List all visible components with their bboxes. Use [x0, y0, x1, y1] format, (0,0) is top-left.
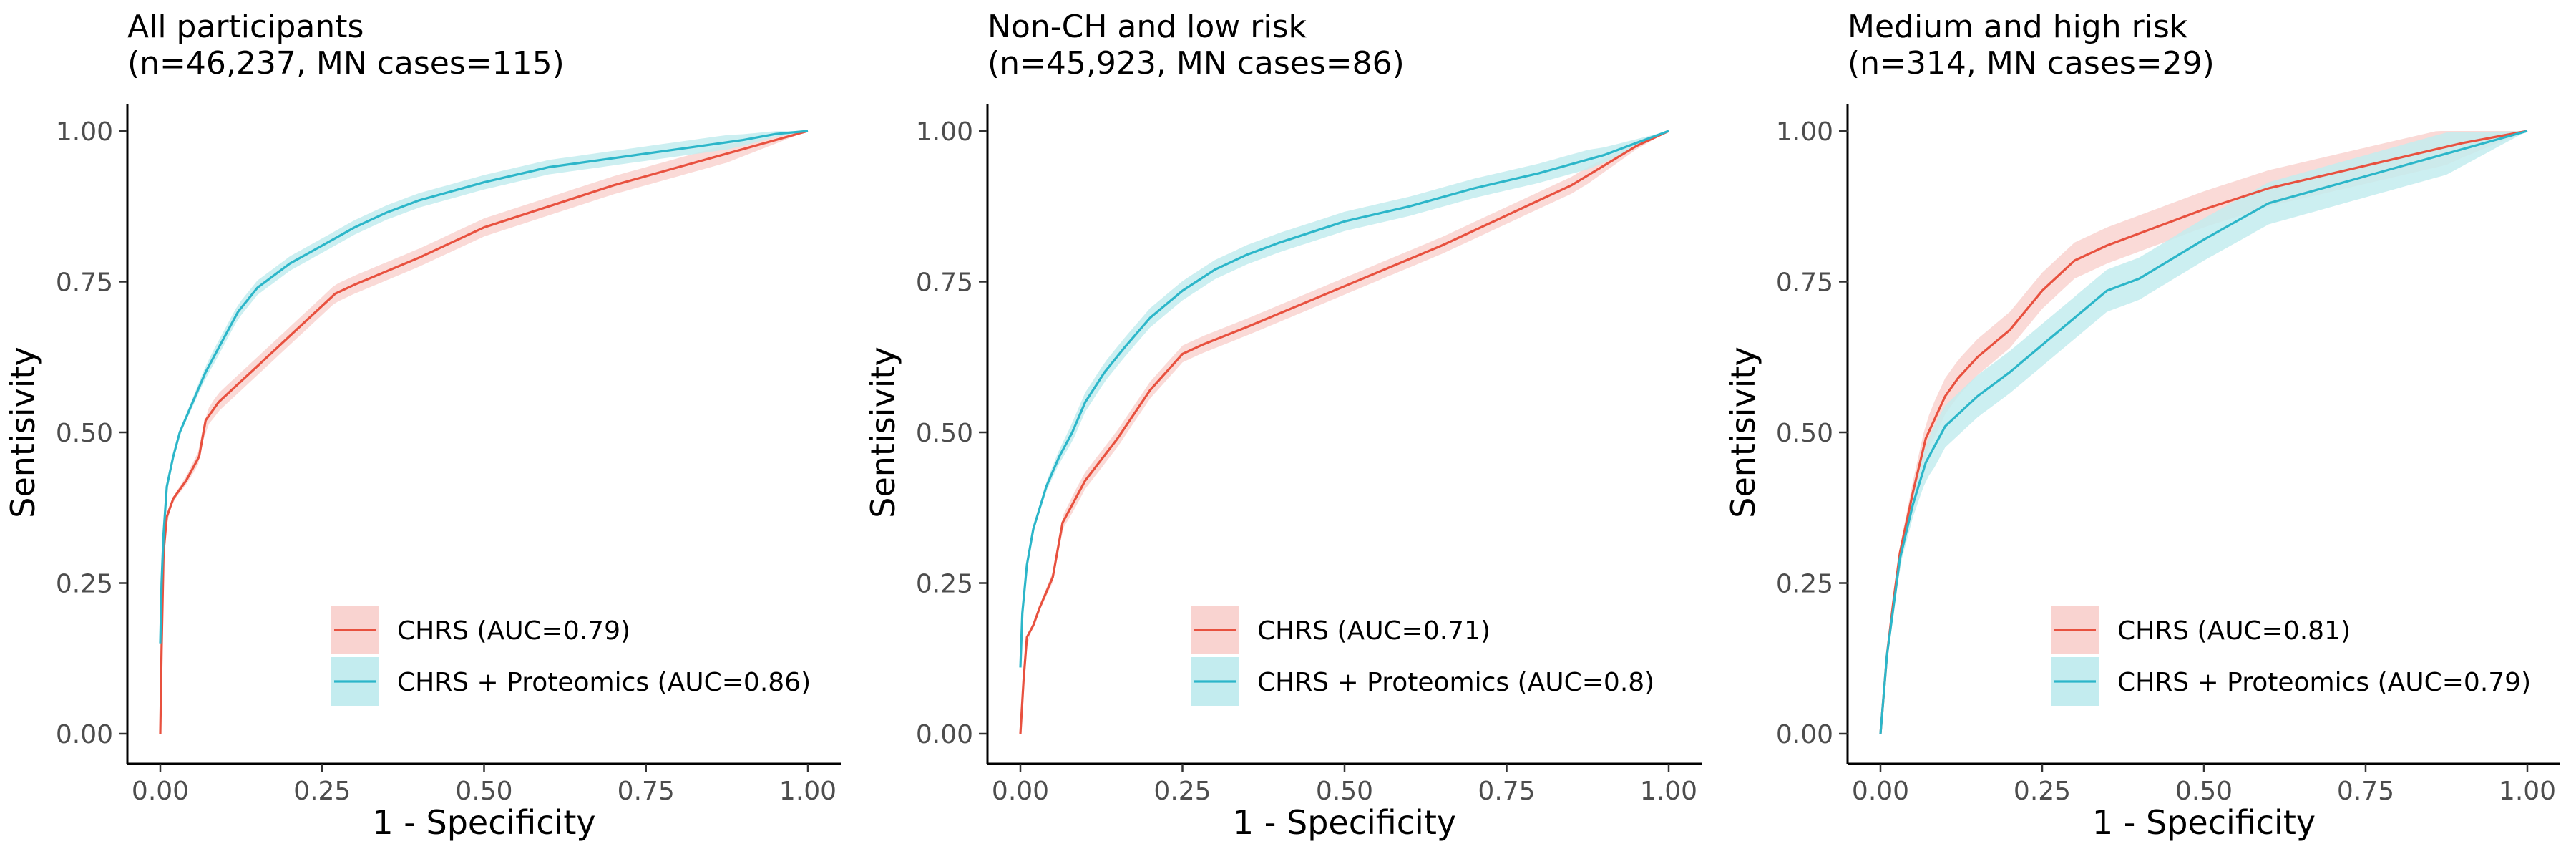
y-tick-label: 0.50 [56, 419, 113, 448]
chart-title: Medium and high risk [1848, 9, 2188, 45]
y-tick-label: 0.00 [56, 720, 113, 749]
chart-title: All participants [127, 9, 364, 45]
x-tick-label: 0.25 [293, 777, 351, 806]
chart-panel-3: Medium and high risk(n=314, MN cases=29)… [1724, 9, 2560, 842]
legend-entry-2: CHRS + Proteomics (AUC=0.79) [2051, 657, 2531, 706]
y-tick-label: 1.00 [1776, 117, 1833, 147]
legend-label: CHRS + Proteomics (AUC=0.8) [1257, 668, 1654, 697]
y-tick-label: 0.00 [916, 720, 973, 749]
legend-label: CHRS (AUC=0.81) [2117, 616, 2351, 646]
x-tick-label: 0.75 [2337, 777, 2394, 806]
x-tick-label: 0.50 [1316, 777, 1373, 806]
legend-label: CHRS + Proteomics (AUC=0.86) [397, 668, 811, 697]
y-tick-label: 1.00 [916, 117, 973, 147]
legend-label: CHRS (AUC=0.71) [1257, 616, 1491, 646]
x-tick-label: 0.00 [992, 777, 1049, 806]
legend-entry-2: CHRS + Proteomics (AUC=0.8) [1191, 657, 1654, 706]
confidence-band-1 [1880, 131, 2527, 734]
chart-title: Non-CH and low risk [987, 9, 1307, 45]
roc-line-series-2 [1019, 130, 1669, 668]
roc-line-series-2 [1879, 130, 2528, 734]
y-tick-label: 1.00 [56, 117, 113, 147]
y-tick-label: 0.25 [56, 570, 113, 599]
x-tick-label: 0.25 [2014, 777, 2071, 806]
x-tick-label: 0.50 [2175, 777, 2233, 806]
y-tick-label: 0.75 [1776, 268, 1833, 298]
y-tick-label: 0.75 [56, 268, 113, 298]
y-tick-label: 0.75 [916, 268, 973, 298]
y-tick-label: 0.50 [916, 419, 973, 448]
roc-line-series-1 [1879, 130, 2528, 734]
x-tick-label: 0.00 [132, 777, 189, 806]
chart-subtitle: (n=46,237, MN cases=115) [127, 45, 565, 82]
confidence-band-2 [160, 131, 808, 644]
y-axis-label: Sentisivity [864, 346, 902, 518]
roc-line-series-1 [159, 130, 809, 734]
legend-entry-1: CHRS (AUC=0.79) [331, 606, 630, 654]
x-tick-label: 0.25 [1153, 777, 1211, 806]
legend-label: CHRS (AUC=0.79) [397, 616, 630, 646]
x-tick-label: 0.50 [455, 777, 512, 806]
x-tick-label: 1.00 [1640, 777, 1697, 806]
x-tick-label: 0.75 [1478, 777, 1535, 806]
legend-entry-1: CHRS (AUC=0.81) [2051, 606, 2351, 654]
y-tick-label: 0.00 [1776, 720, 1833, 749]
chart-subtitle: (n=314, MN cases=29) [1848, 45, 2215, 82]
chart-subtitle: (n=45,923, MN cases=86) [987, 45, 1405, 82]
legend-entry-1: CHRS (AUC=0.71) [1191, 606, 1491, 654]
x-axis-label: 1 - Specificity [372, 803, 595, 842]
y-tick-label: 0.50 [1776, 419, 1833, 448]
x-tick-label: 0.00 [1852, 777, 1909, 806]
confidence-band-2 [1880, 131, 2527, 734]
x-tick-label: 1.00 [2499, 777, 2556, 806]
x-tick-label: 1.00 [779, 777, 836, 806]
y-axis-label: Sentisivity [1724, 346, 1762, 518]
roc-line-series-2 [159, 130, 809, 644]
confidence-band-2 [1020, 131, 1669, 668]
x-axis-label: 1 - Specificity [1233, 803, 1456, 842]
legend-label: CHRS + Proteomics (AUC=0.79) [2117, 668, 2531, 697]
y-tick-label: 0.25 [1776, 570, 1833, 599]
x-axis-label: 1 - Specificity [2092, 803, 2316, 842]
roc-line-series-1 [1019, 130, 1669, 734]
chart-panel-1: All participants(n=46,237, MN cases=115)… [4, 9, 841, 842]
y-axis-label: Sentisivity [4, 346, 42, 518]
x-tick-label: 0.75 [618, 777, 675, 806]
chart-panel-2: Non-CH and low risk(n=45,923, MN cases=8… [864, 9, 1702, 842]
y-tick-label: 0.25 [916, 570, 973, 599]
legend-entry-2: CHRS + Proteomics (AUC=0.86) [331, 657, 811, 706]
